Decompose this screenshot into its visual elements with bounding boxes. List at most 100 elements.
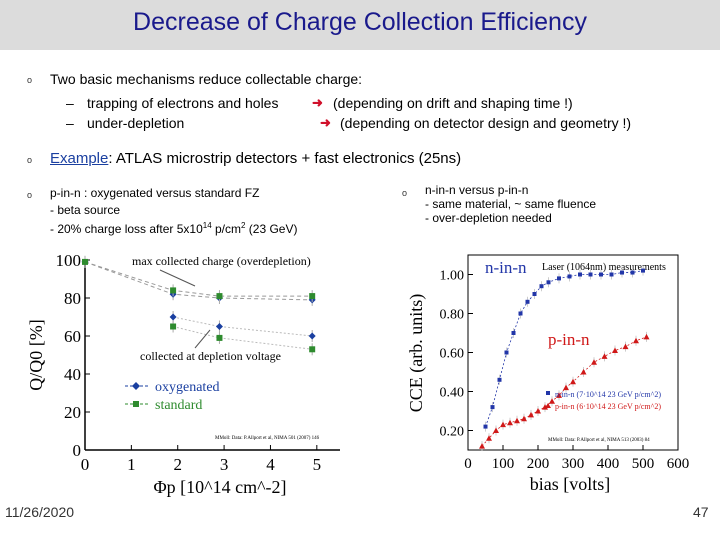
x-tick-label: 300: [562, 456, 585, 472]
charge-collection-chart: 0 20 40 60 80 100 0 1 2 3 4 5 Φp [10^14 cm^-2] Q/Q0 […: [20, 240, 350, 500]
x-tick-label: 2: [173, 455, 182, 474]
data-point: [641, 268, 645, 273]
legend-label: oxygenated: [155, 380, 220, 395]
x-tick-label: 4: [266, 455, 275, 474]
series-label-n-in-n: n-in-n: [485, 258, 527, 277]
x-tick-label: 100: [492, 456, 515, 472]
left-note-3: - 20% charge loss after 5x1014 p/cm2 (23…: [50, 221, 298, 236]
footer-date: 11/26/2020: [5, 504, 75, 520]
data-point: [169, 313, 177, 321]
legend-marker: [133, 401, 139, 407]
data-point: [578, 272, 582, 277]
data-point: [216, 334, 223, 341]
sub-bullet-1a: trapping of electrons and holes: [87, 95, 279, 111]
left-note-1: p-in-n : oxygenated versus standard FZ: [50, 186, 260, 200]
credit-text: MMoll: Data: P.Allport et al, NIMA 501 (…: [215, 436, 320, 441]
y-tick-label: 0.60: [440, 347, 465, 362]
y-tick-label: 1.00: [440, 269, 465, 284]
data-point: [542, 404, 548, 410]
x-axis-label: Φp [10^14 cm^-2]: [153, 477, 286, 497]
x-tick-label: 600: [667, 456, 690, 472]
y-tick-label: 40: [64, 365, 81, 384]
data-point: [612, 347, 618, 354]
data-point: [309, 293, 316, 300]
y-tick-label: 80: [64, 289, 81, 308]
data-point: [170, 323, 177, 330]
data-point: [546, 280, 551, 285]
y-tick-label: 0: [73, 441, 82, 460]
data-point: [633, 337, 639, 344]
data-point: [483, 424, 488, 429]
data-point: [601, 353, 608, 359]
data-point: [599, 272, 603, 277]
data-point: [170, 287, 177, 294]
legend-marker: [132, 382, 140, 390]
data-point: [557, 276, 561, 281]
y-axis-label: Q/Q0 [%]: [26, 319, 46, 390]
series-label-p-in-n: p-in-n: [548, 330, 590, 349]
data-point: [535, 408, 541, 414]
data-point: [490, 405, 495, 410]
y-axis-label: CCE (arb. units): [406, 294, 427, 413]
data-point: [500, 421, 506, 428]
data-point: [539, 284, 544, 289]
data-point: [479, 443, 485, 449]
data-point: [591, 359, 597, 365]
example-link[interactable]: Example: [50, 150, 109, 167]
data-point: [504, 350, 509, 355]
data-point: [215, 323, 223, 330]
x-axis-label: bias [volts]: [530, 474, 611, 494]
bullet-icon: o: [27, 155, 33, 165]
data-point: [620, 270, 624, 275]
sub-bullet-2a: under-depletion: [87, 115, 185, 131]
legend-marker: [545, 403, 551, 408]
x-tick-label: 400: [597, 456, 620, 472]
data-point: [82, 258, 88, 265]
data-point: [528, 411, 534, 418]
y-tick-label: 0.80: [440, 308, 465, 323]
data-point: [493, 427, 499, 433]
footer-page-number: 47: [693, 504, 709, 520]
arrow-icon: ➜: [320, 115, 331, 130]
title-bar: [0, 0, 720, 50]
data-point: [549, 398, 555, 404]
bullet-icon: o: [27, 75, 33, 85]
data-point: [497, 377, 502, 382]
right-note-1: n-in-n versus p-in-n: [425, 183, 529, 197]
bullet-text-2-rest: : ATLAS microstrip detectors + fast elec…: [108, 150, 462, 167]
bullet-text-1: Two basic mechanisms reduce collectable …: [50, 71, 363, 87]
y-tick-label: 20: [64, 403, 81, 422]
y-tick-label: 100: [56, 251, 82, 270]
x-tick-label: 3: [220, 455, 229, 474]
sub-bullet-1b: (depending on drift and shaping time !): [333, 95, 573, 111]
x-tick-label: 500: [632, 456, 655, 472]
annotation-arrow: [159, 269, 196, 287]
data-point: [563, 384, 569, 391]
data-point: [609, 272, 614, 277]
y-tick-label: 0.40: [440, 386, 465, 401]
bullet-icon: o: [27, 190, 33, 200]
data-point: [588, 272, 593, 277]
series-line: [172, 316, 313, 337]
data-point: [308, 332, 316, 340]
slide-title: Decrease of Charge Collection Efficiency: [133, 8, 587, 36]
sub-dash-icon: –: [66, 95, 74, 111]
credit-text: MMoll: Data: P.Allport et al, NIMA 513 (…: [548, 438, 650, 443]
annotation-arrow: [194, 329, 211, 349]
x-tick-label: 5: [313, 455, 322, 474]
sub-bullet-2b: (depending on detector design and geomet…: [340, 115, 632, 131]
bullet-icon: o: [402, 188, 408, 198]
data-point: [532, 292, 537, 296]
data-point: [514, 417, 520, 424]
data-point: [309, 346, 316, 353]
y-tick-label: 60: [64, 327, 81, 346]
arrow-icon: ➜: [312, 95, 323, 110]
bullet-text-2: Example: ATLAS microstrip detectors + fa…: [50, 150, 461, 167]
data-point: [216, 293, 223, 300]
data-point: [580, 369, 587, 375]
legend-label: p-in-n (6·10^14 23 GeV p/cm^2): [555, 402, 661, 411]
sub-dash-icon: –: [66, 115, 74, 131]
annotation-depletion: collected at depletion voltage: [140, 349, 281, 363]
right-note-3: - over-depletion needed: [425, 211, 552, 225]
data-point: [643, 333, 650, 340]
